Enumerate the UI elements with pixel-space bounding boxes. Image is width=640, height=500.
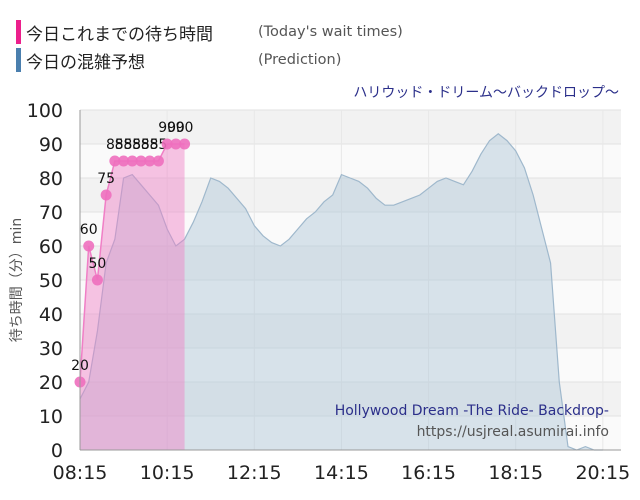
prediction-area <box>80 133 603 451</box>
x-tick-label: 20:15 <box>575 462 630 484</box>
x-tick-label: 10:15 <box>140 462 195 484</box>
legend-swatch-prediction <box>16 48 21 72</box>
actual-data-label: 90 <box>158 120 176 136</box>
actual-point <box>152 155 164 167</box>
plot-bands <box>80 110 621 450</box>
actual-data-label: 60 <box>80 222 98 238</box>
actual-data-label: 85 <box>141 137 159 153</box>
plot-band <box>80 212 621 246</box>
x-tick-label: 16:15 <box>401 462 456 484</box>
actual-area <box>80 144 185 450</box>
y-tick-label: 100 <box>27 100 63 122</box>
prediction-series <box>79 133 603 451</box>
actual-data-label: 85 <box>106 137 124 153</box>
y-tick-label: 80 <box>39 168 63 190</box>
actual-point <box>144 155 156 167</box>
plot-band <box>80 110 621 144</box>
actual-point <box>118 155 130 167</box>
legend-swatch-actual <box>16 20 21 44</box>
y-tick-label: 50 <box>39 270 63 292</box>
y-tick-label: 20 <box>39 372 63 394</box>
actual-point <box>170 138 182 150</box>
y-tick-label: 0 <box>51 440 63 462</box>
axes: 0 10 20 30 40 50 60 70 80 90 100 08:15 10:15 12:15 14:… <box>27 100 630 484</box>
plot-band <box>80 280 621 314</box>
y-tick-label: 60 <box>39 236 63 258</box>
x-tick-label: 12:15 <box>227 462 282 484</box>
legend-prediction: 今日の混雑予想 (Prediction) <box>16 47 341 73</box>
y-axis-label: 待ち時間（分）min <box>9 218 25 342</box>
y-tick-label: 30 <box>39 338 63 360</box>
x-tick-label: 14:15 <box>314 462 369 484</box>
plot-band <box>80 144 621 178</box>
plot-band <box>80 382 621 416</box>
y-tick-label: 70 <box>39 202 63 224</box>
actual-point <box>135 155 147 167</box>
actual-data-label: 85 <box>132 137 150 153</box>
y-tick-label: 90 <box>39 134 63 156</box>
plot-band <box>80 246 621 280</box>
x-tick-label: 08:15 <box>53 462 108 484</box>
actual-data-label: 75 <box>97 171 115 187</box>
actual-point <box>161 138 173 150</box>
plot-band <box>80 416 621 450</box>
plot-band <box>80 314 621 348</box>
actual-point <box>100 189 112 201</box>
source-url: https://usjreal.asumirai.info <box>417 424 609 440</box>
legend-sublabel-prediction: (Prediction) <box>258 52 342 68</box>
actual-data-label: 85 <box>123 137 141 153</box>
actual-point <box>91 274 103 286</box>
plot-band <box>80 348 621 382</box>
legend-label-prediction: 今日の混雑予想 <box>26 52 145 73</box>
y-tick-label: 10 <box>39 406 63 428</box>
actual-data-label: 90 <box>176 120 194 136</box>
attraction-title-jp: ハリウッド・ドリーム～バックドロップ～ <box>353 85 619 101</box>
legend-label-actual: 今日これまでの待ち時間 <box>26 24 213 45</box>
actual-data-label: 90 <box>167 120 185 136</box>
actual-data-label: 85 <box>115 137 133 153</box>
x-tick-label: 18:15 <box>488 462 543 484</box>
actual-data-label: 50 <box>89 256 107 272</box>
prediction-line <box>79 133 603 451</box>
actual-point <box>83 240 95 252</box>
actual-point <box>109 155 121 167</box>
actual-point <box>179 138 191 150</box>
y-tick-label: 40 <box>39 304 63 326</box>
attraction-title-en: Hollywood Dream -The Ride- Backdrop- <box>335 403 609 419</box>
legend-actual: 今日これまでの待ち時間 (Today's wait times) <box>16 19 403 45</box>
plot-band <box>80 178 621 212</box>
actual-point <box>126 155 138 167</box>
legend-sublabel-actual: (Today's wait times) <box>258 24 403 40</box>
